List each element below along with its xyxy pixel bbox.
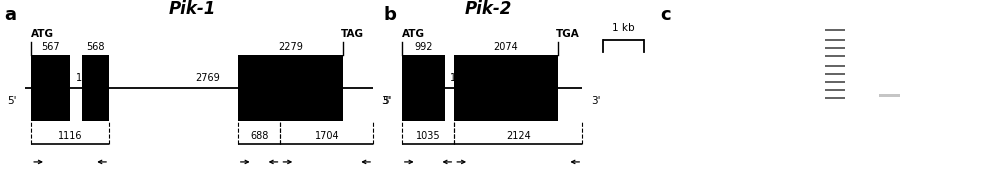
Text: 2124: 2124: [506, 131, 531, 141]
Bar: [825, 81, 845, 83]
Bar: [31, 55, 70, 121]
Text: 3': 3': [381, 96, 391, 106]
Bar: [402, 55, 445, 121]
Text: 992: 992: [414, 42, 433, 52]
Text: 2769: 2769: [195, 73, 220, 83]
Bar: [825, 98, 845, 99]
Bar: [825, 29, 845, 31]
Text: 2: 2: [887, 10, 892, 19]
Text: 1035: 1035: [416, 131, 440, 141]
Text: 688: 688: [250, 131, 268, 141]
Bar: [825, 73, 845, 75]
Text: 119: 119: [76, 73, 95, 83]
Text: 5': 5': [382, 96, 392, 106]
Bar: [82, 55, 109, 121]
Text: b: b: [384, 6, 397, 24]
Bar: [238, 55, 343, 121]
Text: ATG: ATG: [402, 29, 425, 39]
Text: 567: 567: [41, 42, 60, 52]
Text: 2074: 2074: [494, 42, 518, 52]
Text: a: a: [4, 6, 16, 24]
Text: TAG: TAG: [341, 29, 364, 39]
Text: 3': 3': [591, 96, 601, 106]
Bar: [934, 76, 955, 80]
Text: 5: 5: [969, 10, 974, 19]
Bar: [825, 89, 845, 91]
Text: 5': 5': [7, 96, 16, 106]
Text: 568: 568: [86, 42, 105, 52]
Text: TGA: TGA: [556, 29, 580, 39]
Text: 3: 3: [914, 10, 920, 19]
Bar: [825, 47, 845, 49]
Text: 1704: 1704: [314, 131, 339, 141]
Text: 1 kb: 1 kb: [612, 23, 635, 33]
Bar: [825, 55, 845, 57]
Text: 1116: 1116: [58, 131, 82, 141]
Text: 163: 163: [450, 73, 469, 83]
Text: 2279: 2279: [278, 42, 303, 52]
Text: Pik-1: Pik-1: [169, 0, 216, 18]
Text: c: c: [660, 6, 671, 24]
Bar: [961, 66, 982, 71]
Text: M: M: [831, 10, 839, 19]
Text: Pik-2: Pik-2: [464, 0, 512, 18]
Text: 4: 4: [942, 10, 947, 19]
Bar: [454, 55, 558, 121]
Bar: [851, 66, 873, 71]
Bar: [879, 94, 900, 97]
Text: 1: 1: [859, 10, 865, 19]
Text: ATG: ATG: [31, 29, 54, 39]
Bar: [825, 39, 845, 41]
Bar: [906, 66, 928, 71]
Bar: [825, 65, 845, 67]
